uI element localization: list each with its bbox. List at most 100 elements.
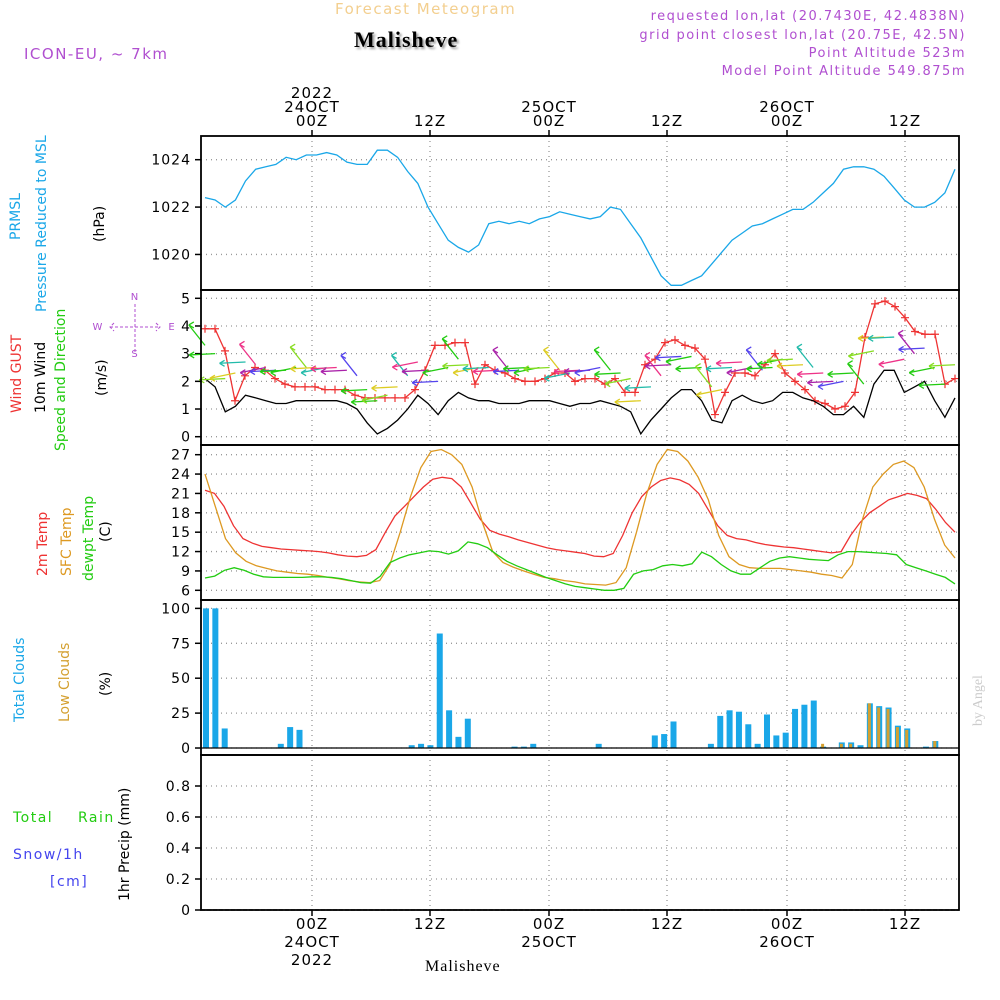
- wind-arrowhead: [452, 369, 459, 377]
- low-cloud-bar: [877, 707, 881, 749]
- gust-marker: [451, 338, 459, 347]
- compass-w: W: [93, 322, 104, 333]
- gust-marker: [701, 355, 709, 364]
- wind-arrowhead: [371, 384, 377, 392]
- gust-marker: [581, 374, 589, 383]
- cloud-bar: [221, 728, 228, 749]
- wind-arrow: [441, 338, 459, 360]
- wind-arrow: [665, 355, 692, 363]
- gust-marker: [911, 327, 919, 336]
- compass-e: E: [168, 322, 175, 333]
- wind-arrowhead: [472, 368, 479, 376]
- bottom-time-label: 12Z: [414, 915, 446, 933]
- wind-arrow: [188, 324, 206, 346]
- wind-arrow: [442, 364, 469, 367]
- requested-coords: requested lon,lat (20.7430E, 42.4838N): [650, 9, 966, 24]
- wind-arrow: [340, 355, 358, 377]
- y-tick-label: 21: [171, 486, 191, 502]
- gust-marker: [891, 302, 899, 311]
- wind-arrowhead: [574, 369, 581, 377]
- gust-marker: [231, 396, 239, 405]
- wind-arrowhead: [239, 369, 246, 377]
- y-tick-label: 1024: [151, 153, 191, 169]
- cloud-bar: [754, 743, 761, 749]
- wind-arrow: [796, 346, 814, 368]
- wind-arrow: [371, 386, 398, 389]
- cloud-bar: [707, 743, 714, 749]
- cloud-bar: [520, 746, 527, 749]
- wind-arrow: [776, 364, 804, 367]
- cloud-bar: [810, 700, 817, 749]
- wind-arrowhead: [209, 374, 216, 382]
- wind-arrow: [645, 364, 672, 367]
- wind-arrow: [897, 332, 915, 355]
- wind-arrow: [766, 358, 793, 362]
- gust-marker: [681, 341, 689, 350]
- wind-arrowhead: [675, 365, 681, 373]
- wind-arrow: [341, 388, 368, 392]
- wind-arrowhead: [523, 365, 529, 373]
- cloud-bar: [436, 633, 443, 749]
- wind-arrowhead: [289, 343, 296, 351]
- gust-marker: [461, 338, 469, 347]
- wind-arrowhead: [766, 356, 773, 365]
- wind-arrowhead: [644, 362, 651, 370]
- wind-arrowhead: [696, 391, 702, 399]
- y-tick-label: 3: [181, 347, 191, 363]
- footer-station: Malisheve: [425, 958, 501, 975]
- cloud-bar: [287, 727, 294, 749]
- wind-arrowhead: [310, 365, 317, 373]
- wind-arrowhead: [442, 362, 448, 370]
- wind-arrow: [392, 361, 418, 368]
- gust-marker: [401, 393, 409, 402]
- wind-arrow: [209, 372, 236, 379]
- gridpoint-coords: grid point closest lon,lat (20.75E, 42.5…: [639, 28, 966, 43]
- top-time-label: 12Z: [651, 112, 683, 130]
- bottom-time-label: 24OCT: [284, 933, 340, 951]
- gust-marker: [951, 374, 959, 383]
- wind-arrowhead: [593, 346, 600, 354]
- wind-arrowhead: [796, 370, 803, 378]
- gust-marker: [901, 313, 909, 322]
- panel-frame: [200, 754, 960, 911]
- top-time-label: 2022: [291, 84, 333, 102]
- wind-arrow: [696, 389, 723, 396]
- wind-arrow: [593, 349, 611, 371]
- cloud-bar: [764, 714, 770, 749]
- gust-marker: [721, 388, 729, 397]
- y-tick-label: 0.2: [166, 872, 191, 888]
- bottom-time-label: 26OCT: [759, 933, 815, 951]
- gust-marker: [921, 330, 929, 339]
- wind-arrowhead: [928, 362, 935, 370]
- gust-marker: [621, 388, 629, 397]
- wind-arrow: [289, 346, 307, 368]
- wind-arrow: [655, 355, 682, 359]
- wind-arrowhead: [300, 369, 307, 377]
- cloud-bar: [408, 745, 415, 749]
- y-tick-label: 75: [171, 636, 191, 652]
- cloud-bar: [511, 746, 518, 749]
- wind-arrow: [594, 372, 621, 375]
- wind-arrow: [918, 383, 945, 387]
- gust-marker: [281, 380, 289, 389]
- low-cloud-bar: [905, 729, 909, 749]
- gust-marker: [211, 324, 219, 333]
- wind-arrowhead: [513, 369, 520, 377]
- gust-marker: [661, 338, 669, 347]
- wind-arrowhead: [249, 368, 256, 376]
- gust-marker: [691, 344, 699, 353]
- wind-arrow: [745, 349, 763, 371]
- compass-n: N: [131, 292, 139, 303]
- wind-arrowhead: [350, 398, 357, 406]
- cloud-bar: [670, 721, 677, 749]
- wind-arrowhead: [401, 368, 408, 376]
- low-cloud-bar: [821, 743, 825, 749]
- y-tick-label: 27: [171, 448, 191, 464]
- wind-arrow: [695, 366, 713, 388]
- cloud-bar: [464, 718, 471, 749]
- wind-arrow: [797, 372, 824, 375]
- wind-arrowhead: [411, 379, 418, 387]
- wind-arrow: [310, 366, 337, 370]
- model-label: ICON-EU, ~ 7km: [24, 45, 169, 63]
- gust-marker: [741, 369, 749, 378]
